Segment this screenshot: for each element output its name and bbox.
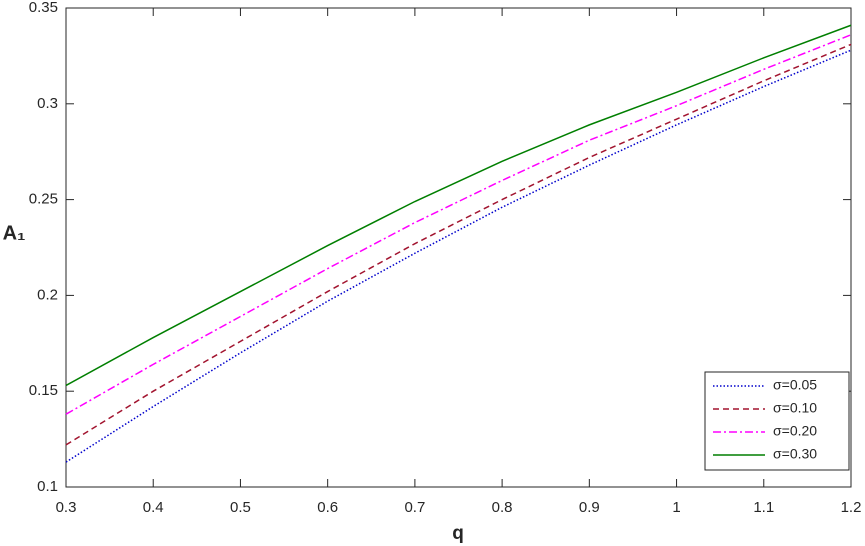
- series-line: [65, 24, 852, 387]
- series-line: [65, 34, 852, 415]
- x-tick-label: 0.4: [143, 499, 164, 516]
- x-tick-label: 1.2: [841, 499, 862, 516]
- legend-label: σ=0.05: [773, 377, 817, 393]
- legend-label: σ=0.30: [773, 446, 817, 462]
- x-tick-label: 0.6: [317, 499, 338, 516]
- y-tick-label: 0.3: [37, 95, 58, 112]
- y-tick-label: 0.2: [37, 286, 58, 303]
- x-tick-label: 0.9: [579, 499, 600, 516]
- x-tick-label: 1.1: [753, 499, 774, 516]
- x-axis-label: q: [452, 523, 464, 544]
- legend-box: [704, 371, 850, 471]
- y-axis-label: A₁: [3, 222, 26, 244]
- y-tick-label: 0.1: [37, 478, 58, 495]
- x-tick-label: 0.3: [56, 499, 77, 516]
- series-line: [65, 43, 852, 446]
- x-tick-label: 1: [672, 499, 680, 516]
- y-tick-label: 0.25: [29, 191, 58, 208]
- x-tick-label: 0.7: [404, 499, 425, 516]
- y-tick-label: 0.15: [29, 382, 58, 399]
- x-tick-label: 0.5: [230, 499, 251, 516]
- series-line: [65, 49, 852, 463]
- y-tick-label: 0.35: [29, 0, 58, 16]
- x-tick-label: 0.8: [492, 499, 513, 516]
- legend-label: σ=0.20: [773, 423, 817, 439]
- legend-label: σ=0.10: [773, 400, 817, 416]
